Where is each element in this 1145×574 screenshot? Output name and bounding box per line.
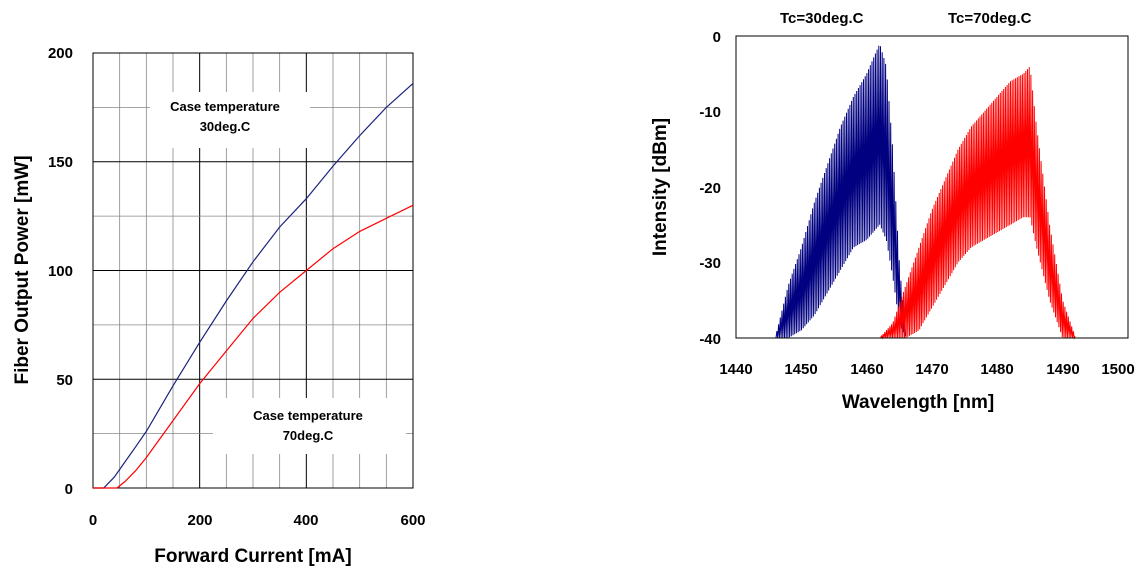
x-tick-label: 200	[187, 512, 212, 529]
x-tick-label: 1480	[980, 361, 1013, 378]
x-tick-label: 0	[89, 512, 97, 529]
spectrum-line-tc30	[775, 45, 906, 339]
x-tick-label: 1470	[915, 361, 948, 378]
y-tick-label: 0	[65, 481, 73, 498]
annotation-70-line2: 70deg.C	[283, 428, 334, 443]
plot-frame	[92, 52, 414, 489]
x-tick-label: 1450	[784, 361, 817, 378]
y-tick-label: -40	[699, 331, 721, 348]
series-line-70degC	[93, 204, 414, 489]
annotation-box-70	[213, 398, 406, 454]
annotation-box-30	[150, 92, 310, 148]
legend-tc30: Tc=30deg.C	[780, 10, 864, 27]
y-tick-label: -10	[699, 104, 721, 121]
series-group	[775, 45, 1076, 340]
annotation-30-line1: Case temperature	[170, 99, 280, 114]
x-tick-label: 400	[293, 512, 318, 529]
y-tick-label: -20	[699, 180, 721, 197]
plot-frame	[735, 35, 1129, 339]
y-tick-label: 100	[48, 263, 73, 280]
y-tick-label: 0	[713, 29, 721, 46]
spectrum-line-tc70	[879, 67, 1076, 340]
y-tick-label: 50	[56, 372, 73, 389]
series-group	[93, 82, 414, 489]
y-axis-title: Intensity [dBm]	[650, 118, 671, 256]
x-tick-label: 1490	[1046, 361, 1079, 378]
power-current-chart: Case temperature 30deg.C Case temperatur…	[12, 45, 426, 567]
x-tick-label: 1460	[850, 361, 883, 378]
x-tick-label: 1440	[719, 361, 752, 378]
series-line-30degC	[93, 82, 414, 489]
y-tick-label: -30	[699, 255, 721, 272]
x-tick-label: 600	[400, 512, 425, 529]
legend-tc70: Tc=70deg.C	[948, 10, 1032, 27]
y-axis-title: Fiber Output Power [mW]	[12, 155, 33, 384]
annotation-30-line2: 30deg.C	[200, 119, 251, 134]
spectrum-chart: Tc=30deg.C Tc=70deg.C 0 -10 -20 -30 -40 …	[650, 10, 1135, 413]
x-tick-label: 1500	[1101, 361, 1134, 378]
y-tick-label: 200	[48, 45, 73, 62]
x-axis-title: Wavelength [nm]	[842, 392, 994, 413]
y-tick-label: 150	[48, 154, 73, 171]
annotation-70-line1: Case temperature	[253, 408, 363, 423]
x-axis-title: Forward Current [mA]	[154, 546, 351, 567]
